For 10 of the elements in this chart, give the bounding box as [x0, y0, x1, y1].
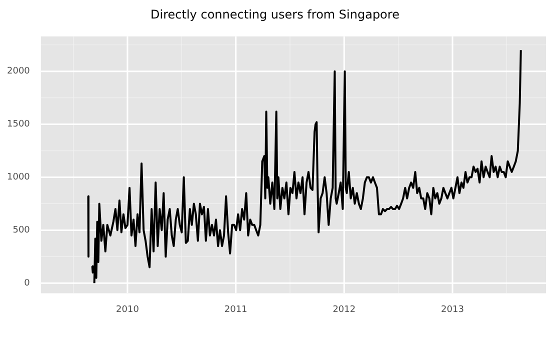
- x-tick-label: 2011: [224, 304, 248, 315]
- x-tick-label: 2013: [441, 304, 464, 315]
- y-tick-label: 500: [12, 226, 30, 236]
- x-tick-label: 2012: [332, 304, 356, 315]
- y-tick-label: 1500: [7, 120, 30, 130]
- x-tick-label: 2010: [116, 304, 140, 315]
- y-tick-label: 2000: [7, 66, 30, 77]
- y-tick-label: 1000: [7, 172, 30, 183]
- chart-title: Directly connecting users from Singapore: [150, 7, 400, 22]
- y-tick-label: 0: [24, 278, 30, 288]
